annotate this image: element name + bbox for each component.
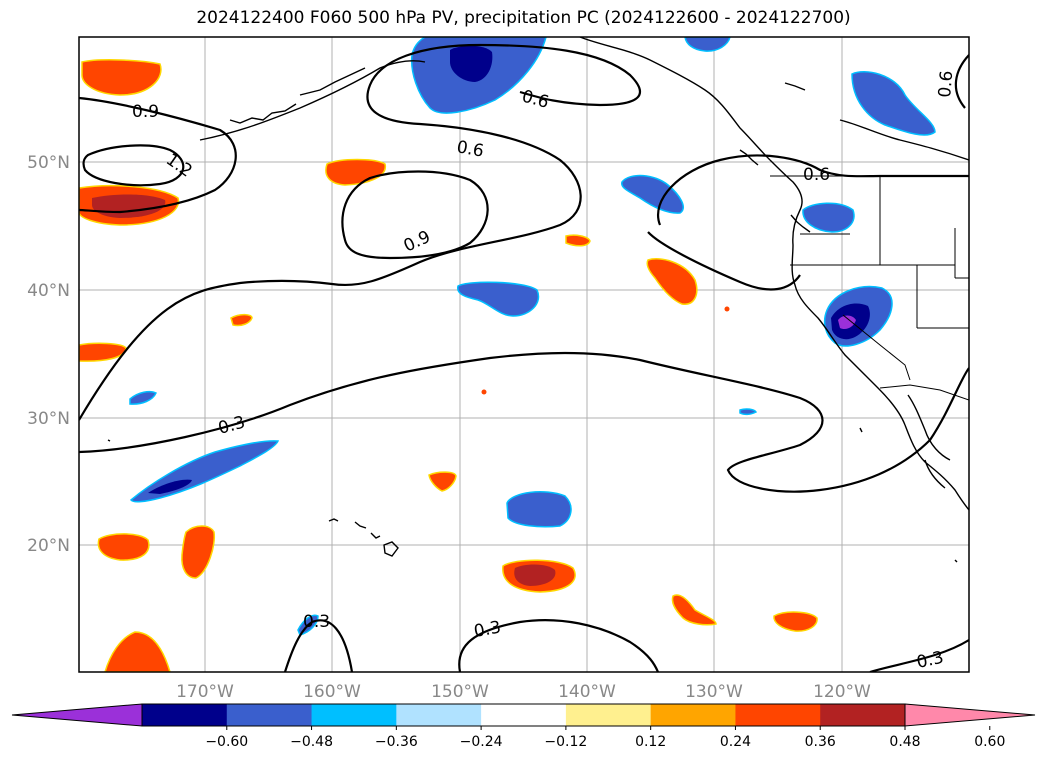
precip-blob: [851, 71, 936, 136]
colorbar-outline: [141, 703, 906, 727]
precip-blob: [428, 471, 457, 492]
colorbar-segment: [142, 704, 228, 726]
precip-blob: [81, 59, 162, 96]
precip-blob: [506, 491, 572, 528]
colorbar-extend-low: [11, 703, 143, 727]
precip-dot: [724, 306, 730, 312]
precip-positive: [79, 59, 818, 672]
map-frame: [78, 36, 970, 673]
precip-blob: [457, 281, 540, 317]
colorbar-extend-high: [904, 703, 1036, 727]
precip-blob: [684, 37, 731, 52]
colorbar-tick-label: −0.48: [290, 734, 333, 750]
precip-blob: [97, 533, 150, 561]
y-tick: 40°N: [27, 281, 70, 301]
precip-core: [450, 45, 493, 82]
precip-blob: [671, 594, 717, 626]
y-tick: 30°N: [27, 409, 70, 429]
precip-blob: [773, 611, 818, 632]
colorbar-tick-label: −0.36: [375, 734, 418, 750]
precip-core: [148, 479, 192, 494]
precip-blob: [129, 390, 157, 405]
pv-contours: [79, 43, 969, 672]
precip-blob: [79, 342, 127, 362]
y-tick: 20°N: [27, 536, 70, 556]
precip-blob: [646, 258, 698, 305]
contour-labels: 0.9 1.2 0.6 0.6 0.6 0.6 0.9 0.3 0.3 0.3 …: [132, 70, 957, 673]
x-axis-ticks: 170°W 160°W 150°W 140°W 130°W 120°W: [176, 682, 871, 702]
contour-label: 0.3: [303, 612, 330, 632]
colorbar-segment: [650, 704, 736, 726]
borders: [770, 175, 969, 401]
colorbar-segment: [565, 704, 652, 726]
contour-label: 0.6: [455, 137, 485, 161]
precip-blob: [621, 174, 684, 214]
colorbar-segment: [311, 704, 397, 726]
precip-blob: [181, 525, 216, 579]
chart-title: 2024122400 F060 500 hPa PV, precipitatio…: [196, 8, 851, 28]
contour-label: 0.6: [803, 165, 830, 185]
precip-blob: [802, 202, 855, 233]
coastlines: [107, 37, 969, 563]
contour-label: 0.6: [935, 70, 957, 99]
x-tick: 140°W: [558, 682, 616, 702]
colorbar-segment: [226, 704, 313, 726]
colorbar: −0.60 −0.48 −0.36 −0.24 −0.12 0.12 0.24 0.36 0.4…: [11, 703, 1036, 750]
x-tick: 120°W: [813, 682, 871, 702]
precip-blob: [230, 313, 253, 327]
precip-blob: [104, 631, 171, 672]
x-tick: 160°W: [303, 682, 361, 702]
colorbar-segment: [481, 704, 567, 726]
x-tick: 130°W: [685, 682, 743, 702]
colorbar-segment: [820, 704, 906, 726]
colorbar-segment: [735, 704, 821, 726]
contour-label: 0.9: [132, 102, 159, 122]
x-tick: 150°W: [431, 682, 489, 702]
precip-dot: [481, 389, 487, 395]
colorbar-tick-label: −0.24: [460, 734, 503, 750]
colorbar-tick-label: 0.24: [720, 734, 751, 750]
x-tick: 170°W: [176, 682, 234, 702]
colorbar-tick-label: 0.48: [889, 734, 920, 750]
y-tick: 50°N: [27, 153, 70, 173]
colorbar-tick-label: −0.60: [205, 734, 248, 750]
contour-label: 0.3: [915, 648, 946, 673]
precip-blob: [565, 234, 591, 247]
contour-label: 0.3: [472, 618, 502, 642]
precip-core: [838, 315, 856, 330]
colorbar-tick-label: 0.36: [805, 734, 836, 750]
colorbar-tick-label: 0.60: [974, 734, 1005, 750]
y-axis-ticks: 50°N 40°N 30°N 20°N: [27, 153, 70, 556]
colorbar-segment: [396, 704, 482, 726]
colorbar-tick-label: −0.12: [544, 734, 587, 750]
precip-blob: [739, 408, 758, 416]
precip-core: [514, 564, 556, 586]
colorbar-tick-label: 0.12: [635, 734, 666, 750]
